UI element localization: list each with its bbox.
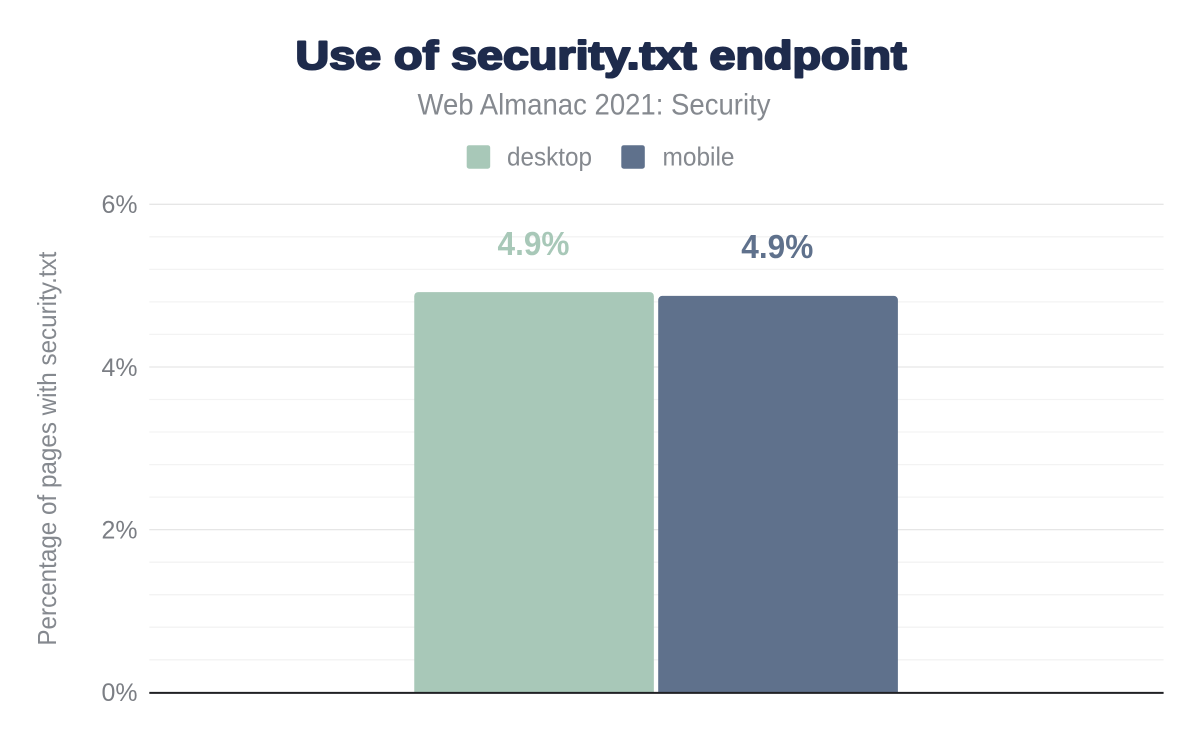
svg-text:0%: 0%	[102, 679, 138, 707]
svg-text:2%: 2%	[102, 517, 138, 545]
svg-text:mobile: mobile	[663, 142, 735, 172]
svg-text:desktop: desktop	[507, 142, 592, 172]
svg-text:4.9%: 4.9%	[741, 228, 813, 265]
svg-text:Percentage of pages with secur: Percentage of pages with security.txt	[32, 251, 62, 646]
svg-text:4%: 4%	[102, 354, 138, 382]
svg-text:Use of security.txt endpoint: Use of security.txt endpoint	[296, 34, 907, 78]
svg-text:4.9%: 4.9%	[498, 225, 570, 262]
svg-text:Web Almanac 2021: Security: Web Almanac 2021: Security	[418, 88, 771, 121]
svg-text:6%: 6%	[102, 191, 138, 219]
